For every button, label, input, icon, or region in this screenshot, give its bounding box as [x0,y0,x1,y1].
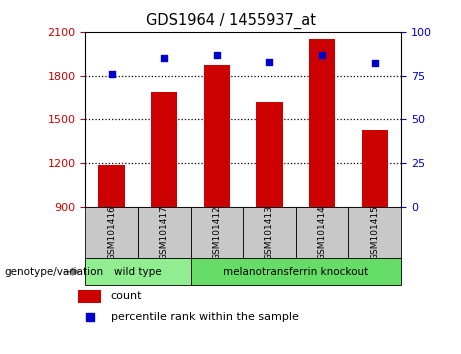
Bar [243,207,296,258]
Bar [204,65,230,207]
Bar [349,207,401,258]
Bar [151,92,177,207]
Text: GSM101412: GSM101412 [213,205,221,260]
Bar [99,165,125,207]
Bar [190,207,243,258]
Point [86,314,94,320]
Text: GSM101414: GSM101414 [318,205,327,260]
Text: genotype/variation: genotype/variation [5,267,104,277]
Point [213,52,220,57]
Bar [138,207,190,258]
Text: GDS1964 / 1455937_at: GDS1964 / 1455937_at [146,12,315,29]
Point [160,55,168,61]
Bar [190,258,401,285]
Text: GSM101413: GSM101413 [265,205,274,260]
Text: melanotransferrin knockout: melanotransferrin knockout [223,267,368,277]
Text: count: count [111,291,142,302]
Text: percentile rank within the sample: percentile rank within the sample [111,312,299,322]
Bar [256,102,283,207]
Point [319,52,326,57]
Text: wild type: wild type [114,267,162,277]
Bar [85,258,190,285]
Text: GSM101417: GSM101417 [160,205,169,260]
Text: GSM101415: GSM101415 [370,205,379,260]
Bar [78,290,101,303]
Bar [85,207,138,258]
Bar [309,39,335,207]
Bar [361,130,388,207]
Bar [296,207,349,258]
Point [108,71,115,77]
Text: GSM101416: GSM101416 [107,205,116,260]
Point [266,59,273,64]
Point [371,61,378,66]
